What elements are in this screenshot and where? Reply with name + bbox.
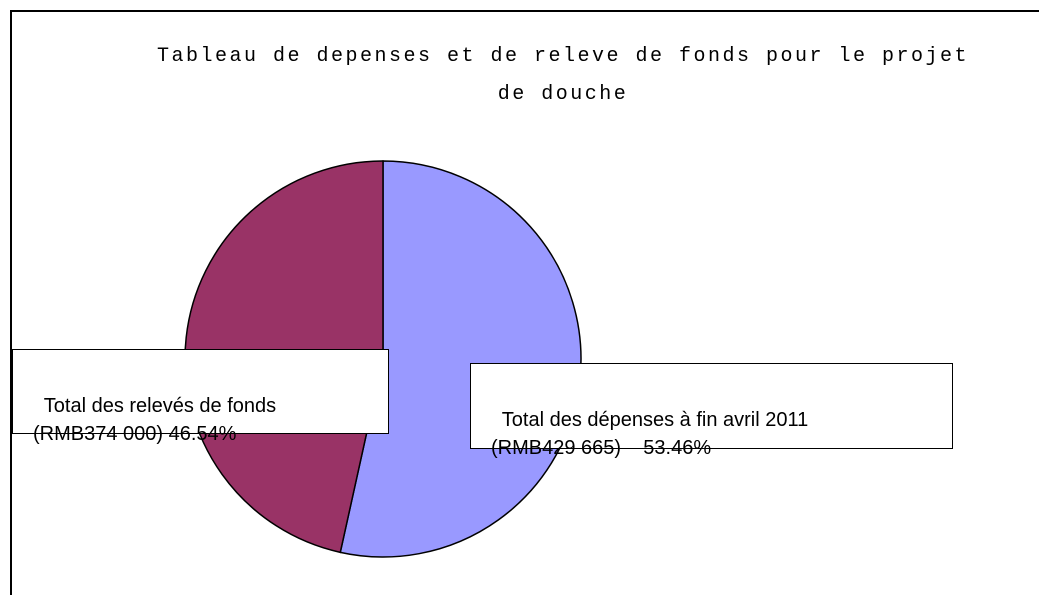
category-label: Total des relevés de fonds bbox=[43, 395, 277, 417]
value-label: 53.46% bbox=[643, 437, 712, 459]
amount-label: (RMB429 665) bbox=[491, 437, 622, 459]
value-label: 46.54% bbox=[168, 423, 237, 445]
chart-title: Tableau de depenses et de releve de fond… bbox=[156, 45, 970, 106]
slice-label: Total des relevés de fonds (RMB374 000) 4… bbox=[12, 349, 389, 445]
category-label: Total des dépenses à fin avril 2011 bbox=[501, 409, 809, 431]
slice-label: Total des dépenses à fin avril 2011 (RMB4… bbox=[470, 363, 953, 459]
chart-frame bbox=[10, 10, 1039, 595]
amount-label: (RMB374 000) bbox=[33, 423, 164, 445]
